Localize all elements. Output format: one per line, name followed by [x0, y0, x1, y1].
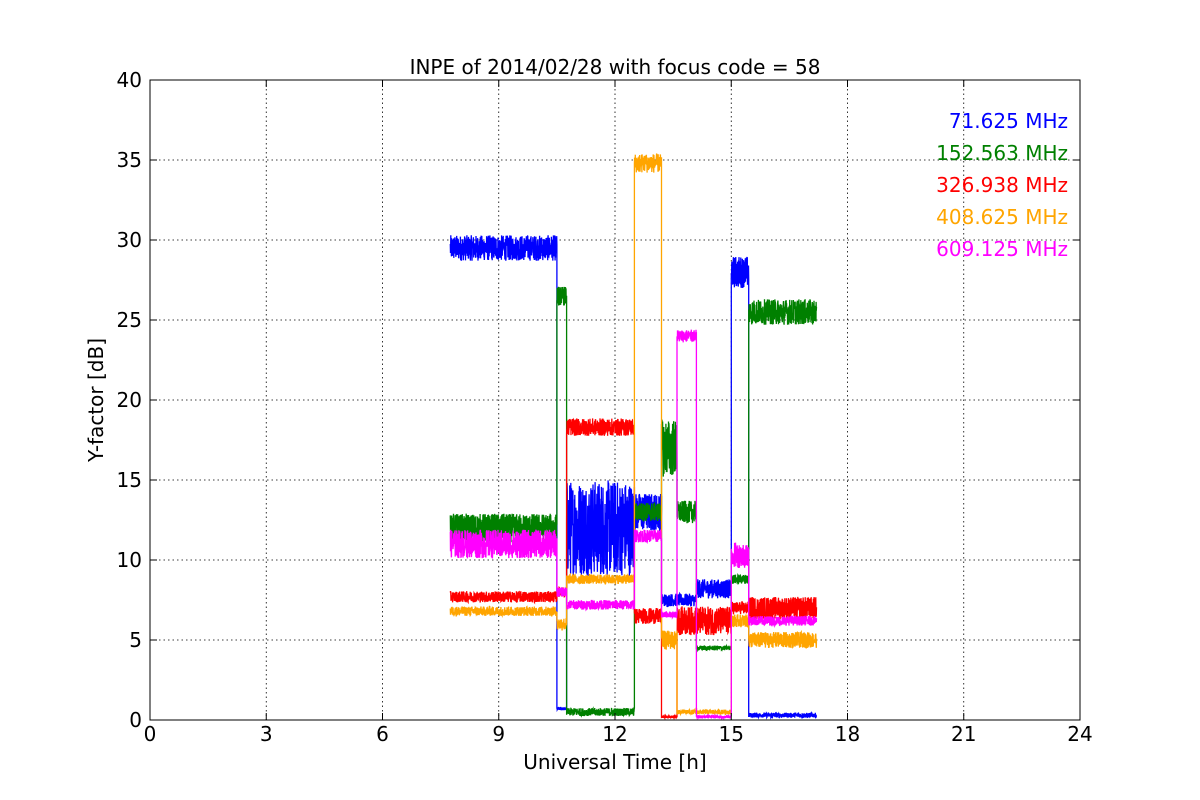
series-line-4 — [449, 153, 818, 717]
series-line-3 — [449, 417, 818, 721]
y-tick-label: 25 — [117, 308, 142, 332]
chart-title: INPE of 2014/02/28 with focus code = 58 — [410, 55, 821, 79]
legend-entry: 71.625 MHz — [949, 109, 1068, 133]
y-tick-label: 5 — [129, 628, 142, 652]
series-line-2 — [449, 286, 818, 718]
x-tick-label: 15 — [719, 722, 744, 746]
x-tick-label: 12 — [602, 722, 627, 746]
legend-entry: 152.563 MHz — [936, 141, 1068, 165]
legend-entry: 408.625 MHz — [936, 205, 1068, 229]
y-tick-label: 10 — [117, 548, 142, 572]
x-tick-label: 0 — [144, 722, 157, 746]
x-tick-label: 6 — [376, 722, 389, 746]
y-tick-label: 15 — [117, 468, 142, 492]
legend-entry: 326.938 MHz — [936, 173, 1068, 197]
x-tick-label: 24 — [1067, 722, 1092, 746]
y-tick-label: 30 — [117, 228, 142, 252]
y-tick-label: 35 — [117, 148, 142, 172]
series-line-1 — [449, 235, 818, 720]
axis-ticks — [149, 79, 1081, 721]
x-tick-label: 3 — [260, 722, 273, 746]
y-tick-label: 40 — [117, 68, 142, 92]
tick-labels: 0 3 6 9 12 15 18 21 24 0 5 10 15 20 25 30 35 40 — [117, 68, 1093, 746]
legend-entry: 609.125 MHz — [936, 237, 1068, 261]
x-tick-label: 18 — [835, 722, 860, 746]
series-line-5 — [449, 329, 818, 721]
plot-lines — [449, 153, 818, 721]
legend: 71.625 MHz 152.563 MHz 326.938 MHz 408.625 … — [936, 109, 1068, 261]
x-tick-label: 21 — [951, 722, 976, 746]
x-axis-label: Universal Time [h] — [523, 750, 706, 774]
y-tick-label: 20 — [117, 388, 142, 412]
y-axis-label: Y-factor [dB] — [84, 338, 108, 463]
x-tick-label: 9 — [492, 722, 505, 746]
y-tick-label: 0 — [129, 708, 142, 732]
